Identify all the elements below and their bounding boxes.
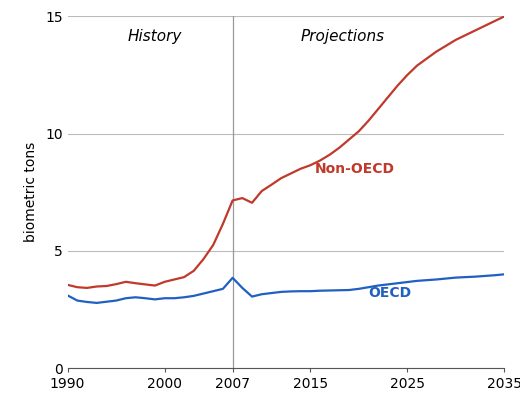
Text: History: History (128, 29, 182, 44)
Text: Projections: Projections (301, 29, 385, 44)
Text: OECD: OECD (369, 285, 412, 299)
Text: Non-OECD: Non-OECD (315, 162, 395, 176)
Y-axis label: biometric tons: biometric tons (24, 142, 38, 243)
